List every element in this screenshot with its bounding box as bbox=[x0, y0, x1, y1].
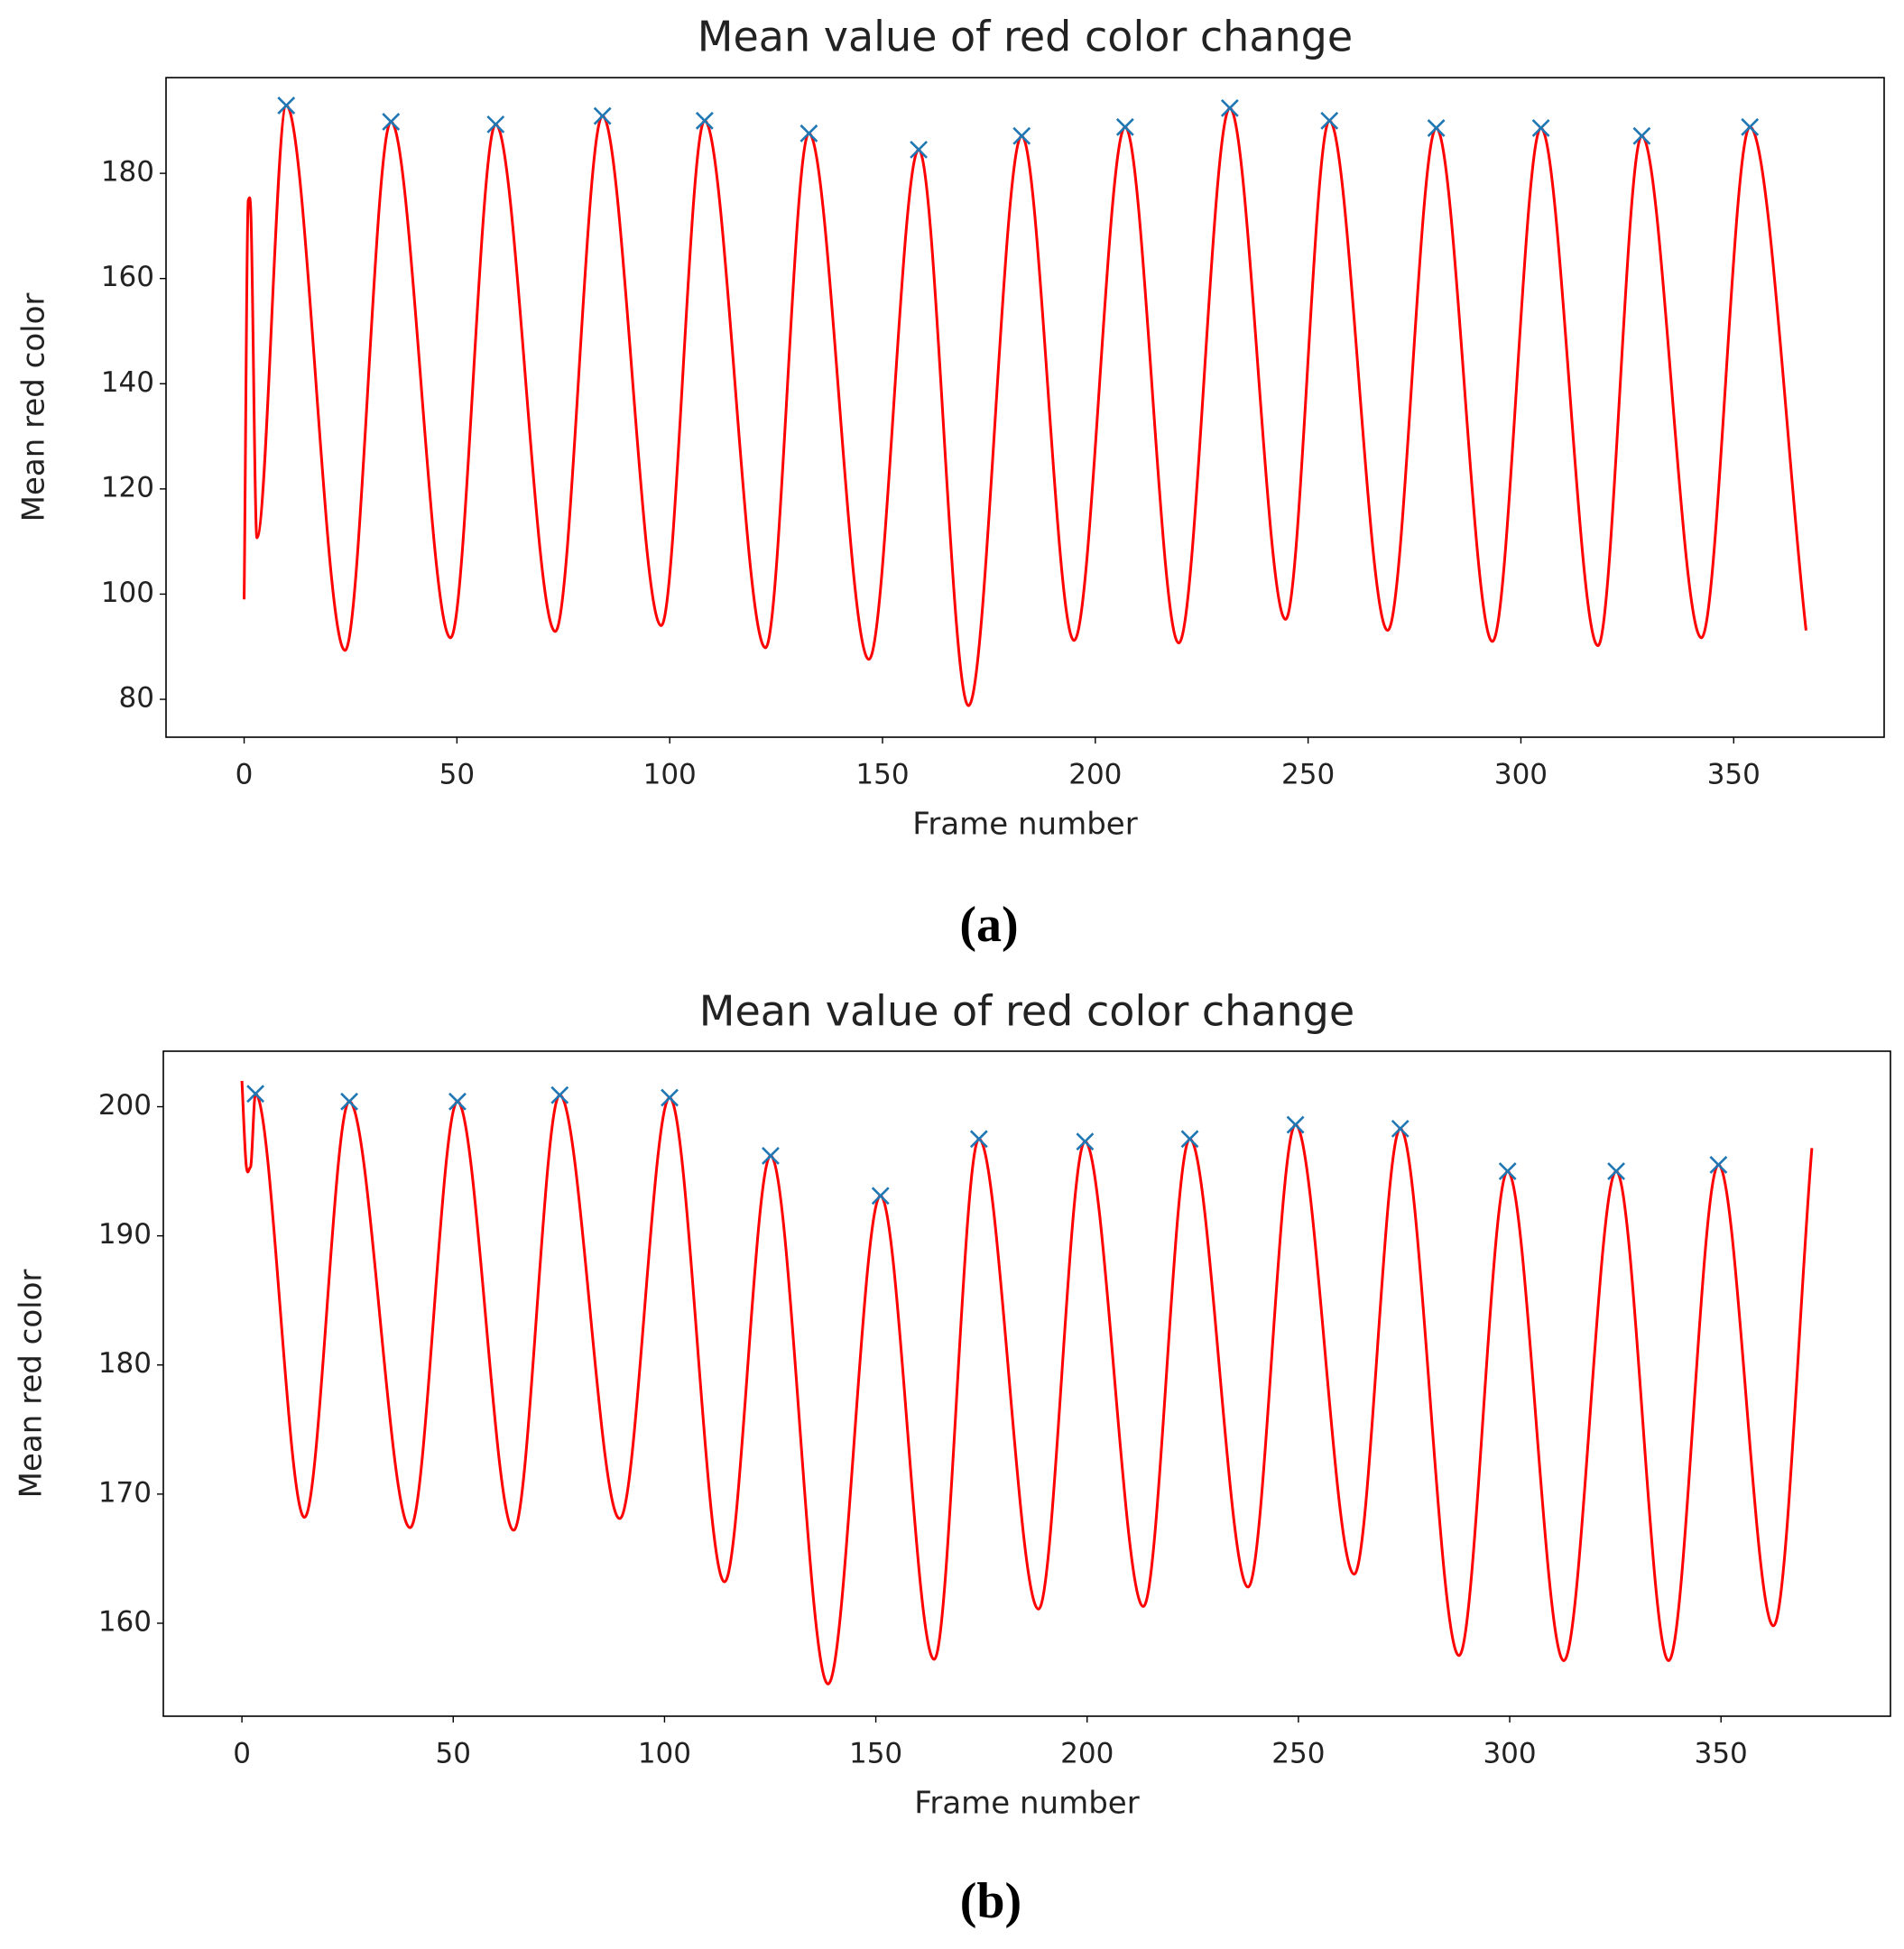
peak-marker bbox=[871, 1187, 890, 1205]
peak-marker bbox=[382, 113, 401, 131]
x-tick-label: 0 bbox=[236, 759, 254, 791]
peak-marker bbox=[1220, 98, 1239, 117]
peak-marker bbox=[340, 1092, 358, 1111]
x-tick-label: 100 bbox=[638, 1738, 691, 1770]
peak-marker bbox=[1498, 1162, 1517, 1181]
peak-marker bbox=[661, 1088, 679, 1107]
x-tick-label: 350 bbox=[1707, 759, 1761, 791]
peak-marker bbox=[969, 1130, 988, 1149]
peak-marker bbox=[695, 111, 714, 130]
x-tick-label: 50 bbox=[439, 759, 475, 791]
peak-marker bbox=[1076, 1132, 1095, 1151]
x-tick-label: 300 bbox=[1494, 759, 1548, 791]
peak-marker bbox=[593, 106, 612, 125]
y-tick-label: 200 bbox=[98, 1089, 152, 1122]
data-line bbox=[243, 104, 1807, 707]
peak-marker bbox=[1320, 111, 1339, 130]
y-tick-label: 160 bbox=[101, 261, 154, 293]
panel-label: (a) bbox=[959, 897, 1018, 953]
peak-marker bbox=[1180, 1130, 1199, 1149]
y-tick-label: 120 bbox=[101, 471, 154, 503]
peak-marker bbox=[762, 1147, 780, 1165]
chart-title: Mean value of red color change bbox=[699, 987, 1354, 1036]
y-axis-label: Mean red color bbox=[16, 293, 52, 522]
panel-label: (b) bbox=[960, 1873, 1021, 1929]
x-tick-label: 50 bbox=[436, 1738, 471, 1770]
x-tick-label: 150 bbox=[855, 759, 909, 791]
x-tick-label: 100 bbox=[643, 759, 697, 791]
peak-marker bbox=[1012, 126, 1031, 145]
peak-marker bbox=[1115, 117, 1134, 136]
peak-marker bbox=[486, 115, 505, 134]
peak-marker bbox=[550, 1085, 569, 1104]
x-tick-label: 350 bbox=[1695, 1738, 1748, 1770]
x-tick-label: 250 bbox=[1281, 759, 1335, 791]
peak-marker bbox=[1709, 1156, 1728, 1174]
y-tick-label: 190 bbox=[98, 1218, 152, 1251]
peak-marker bbox=[1531, 119, 1550, 137]
peak-marker bbox=[799, 124, 818, 143]
x-tick-label: 200 bbox=[1060, 1738, 1114, 1770]
peak-marker bbox=[910, 140, 929, 159]
x-tick-label: 200 bbox=[1068, 759, 1122, 791]
peak-marker bbox=[277, 96, 296, 115]
y-tick-label: 140 bbox=[101, 366, 154, 399]
y-tick-label: 100 bbox=[101, 577, 154, 609]
y-tick-label: 80 bbox=[119, 682, 154, 715]
y-axis-label: Mean red color bbox=[14, 1270, 50, 1499]
y-tick-label: 170 bbox=[98, 1476, 152, 1509]
data-line bbox=[240, 1080, 1814, 1686]
chart-title: Mean value of red color change bbox=[698, 13, 1353, 61]
x-tick-label: 0 bbox=[233, 1738, 251, 1770]
peak-marker bbox=[448, 1092, 467, 1111]
peak-marker bbox=[1286, 1115, 1305, 1134]
y-tick-label: 180 bbox=[101, 156, 154, 189]
x-tick-label: 300 bbox=[1483, 1738, 1536, 1770]
x-tick-label: 250 bbox=[1271, 1738, 1325, 1770]
axes-frame bbox=[162, 1050, 1891, 1717]
peak-marker bbox=[1741, 117, 1760, 136]
peak-marker bbox=[246, 1085, 265, 1104]
peak-marker bbox=[1607, 1162, 1625, 1181]
x-tick-label: 150 bbox=[849, 1738, 902, 1770]
peak-marker bbox=[1632, 126, 1651, 145]
y-tick-label: 160 bbox=[98, 1605, 152, 1638]
peak-marker bbox=[1427, 119, 1446, 137]
axes-frame bbox=[165, 77, 1885, 738]
peak-marker bbox=[1391, 1119, 1410, 1138]
x-axis-label: Frame number bbox=[912, 807, 1137, 843]
y-tick-label: 180 bbox=[98, 1347, 152, 1380]
x-axis-label: Frame number bbox=[914, 1786, 1139, 1822]
